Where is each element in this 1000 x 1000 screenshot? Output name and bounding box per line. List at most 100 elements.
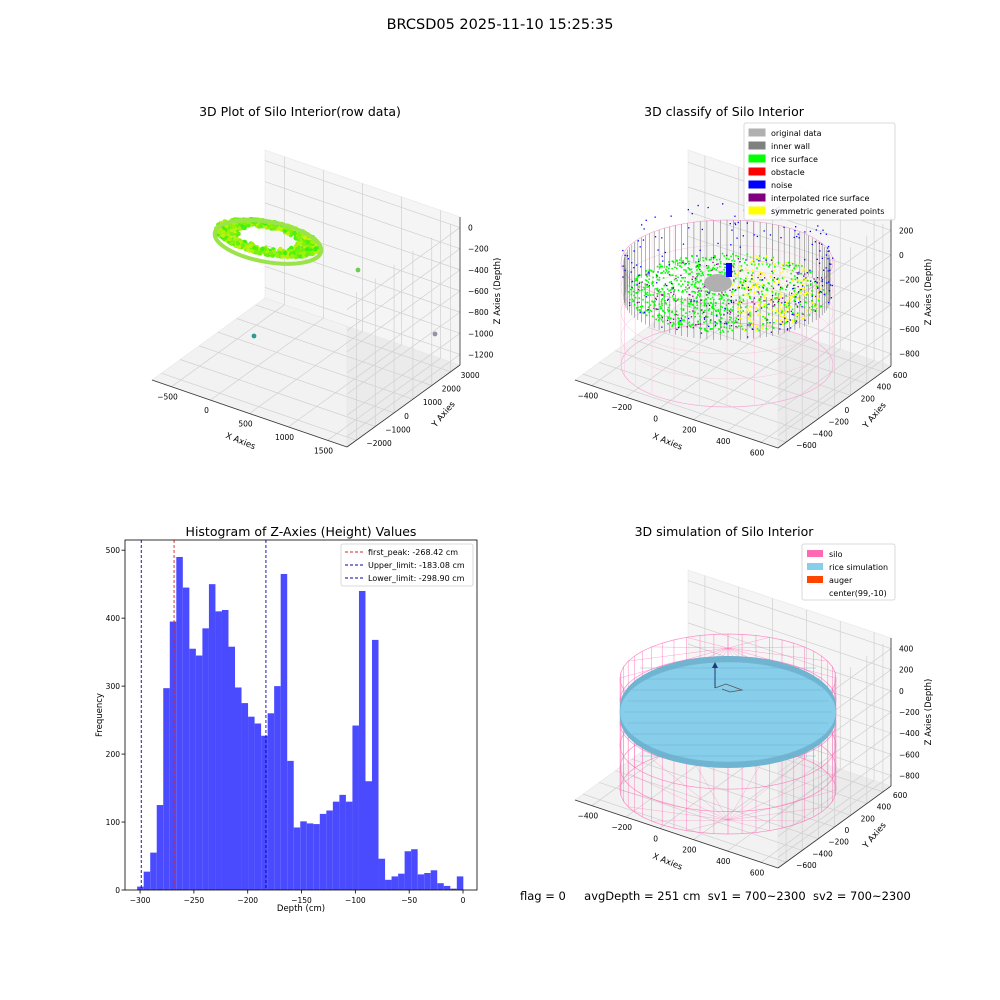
x-tick-label: 400: [716, 437, 731, 446]
noise-point: [661, 326, 663, 328]
x-axis-title: X Axies: [651, 432, 684, 453]
noise-point: [791, 313, 793, 316]
rice-surface-point: [739, 308, 742, 310]
rice-surface-point: [761, 286, 764, 288]
rice-surface-point: [772, 272, 774, 274]
rice-surface-point: [693, 291, 696, 293]
legend-label: inner wall: [771, 142, 810, 151]
rice-surface-point: [793, 296, 796, 298]
rice-surface-point: [746, 264, 748, 266]
rice-surface-point: [721, 296, 723, 298]
rice-surface-point: [741, 269, 744, 271]
noise-point: [687, 209, 689, 211]
rice-surface-point: [742, 294, 745, 296]
y-axis-line: [777, 785, 892, 869]
x-tick-label: 600: [750, 868, 765, 877]
noise-point: [722, 203, 724, 205]
rice-surface-point: [756, 258, 758, 261]
rice-surface-point: [739, 311, 741, 314]
rice-surface-point: [790, 272, 792, 275]
rice-surface-point: [761, 293, 763, 296]
rice-surface-point: [710, 256, 713, 259]
rice-surface-point: [810, 292, 812, 295]
noise-point: [700, 332, 703, 334]
rice-surface-point: [786, 303, 788, 305]
rice-surface-point: [699, 315, 701, 318]
raw-point: [278, 246, 283, 252]
rice-surface-point: [749, 280, 751, 283]
rice-surface-point: [741, 328, 744, 331]
rice-surface-point: [801, 288, 804, 290]
raw-point: [296, 235, 301, 240]
x-tick-label: 0: [204, 406, 209, 415]
z-tick-label: −1000: [468, 329, 494, 338]
rice-surface-point: [711, 328, 713, 330]
rice-surface-point: [723, 299, 725, 301]
rice-surface-point: [770, 285, 773, 287]
rice-surface-point: [774, 312, 777, 314]
raw-point: [309, 250, 314, 256]
rice-surface-point: [810, 303, 813, 305]
rice-surface-point: [714, 255, 716, 258]
rice-surface-point: [741, 281, 743, 283]
rice-surface-point: [643, 294, 646, 297]
rice-surface-point: [737, 308, 739, 310]
rice-surface-point: [771, 309, 773, 312]
rice-surface-point: [782, 322, 784, 325]
rice-surface-point: [768, 266, 770, 268]
rice-surface-point: [804, 279, 807, 282]
noise-point: [734, 215, 736, 217]
interpolated-point: [692, 276, 694, 278]
interpolated-point: [638, 301, 640, 303]
rice-surface-point: [701, 271, 704, 274]
rice-surface-point: [684, 263, 686, 266]
rice-surface-point: [748, 322, 751, 324]
rice-surface-point: [764, 317, 766, 319]
rice-surface-point: [718, 258, 721, 261]
rice-surface-point: [645, 270, 647, 272]
x-tick-label: 600: [750, 448, 765, 457]
interpolated-point: [754, 303, 756, 305]
rice-surface-point: [695, 266, 697, 269]
legend-swatch: [748, 154, 766, 163]
noise-point: [693, 300, 695, 302]
rice-surface-point: [643, 286, 645, 289]
grid-line: [777, 690, 892, 774]
rice-surface-point: [741, 298, 743, 301]
silo-floor-line: [619, 789, 729, 821]
noise-point: [676, 328, 678, 331]
noise-point: [636, 284, 638, 286]
rice-surface-point: [782, 316, 784, 318]
noise-point: [811, 243, 813, 246]
silo-roof-line: [727, 647, 828, 662]
interpolated-point: [710, 319, 712, 321]
rice-surface-point: [699, 295, 701, 298]
noise-point: [633, 267, 635, 269]
rice-surface-point: [719, 262, 722, 265]
rice-surface-point: [816, 306, 819, 309]
rice-surface-point: [740, 306, 743, 309]
rice-surface-point: [689, 273, 692, 275]
rice-surface-point: [630, 293, 633, 296]
rice-surface-point: [662, 270, 665, 272]
noise-point: [643, 228, 645, 230]
interpolated-point: [793, 284, 795, 287]
rice-surface-point: [788, 320, 791, 322]
rice-surface-point: [707, 302, 709, 305]
rice-surface-point: [717, 309, 719, 311]
interpolated-point: [802, 313, 804, 315]
rice-surface-point: [667, 306, 670, 309]
interpolated-point: [791, 292, 793, 295]
rice-surface-point: [646, 301, 649, 304]
rice-surface-point: [658, 291, 660, 294]
rice-surface-point: [699, 292, 701, 295]
rice-surface-point: [636, 275, 639, 278]
rice-surface-point: [792, 279, 794, 282]
raw-point: [290, 253, 295, 259]
noise-point: [637, 240, 639, 242]
rice-surface-point: [677, 289, 680, 291]
interpolated-point: [818, 292, 820, 294]
noise-point: [825, 267, 827, 269]
raw-point: [289, 245, 294, 251]
legend-swatch: [748, 167, 766, 176]
